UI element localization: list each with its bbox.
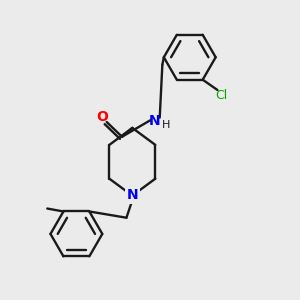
Text: N: N [148, 114, 160, 128]
Text: Cl: Cl [215, 89, 227, 102]
Text: H: H [162, 120, 170, 130]
Text: N: N [127, 188, 138, 202]
Text: O: O [97, 110, 109, 124]
